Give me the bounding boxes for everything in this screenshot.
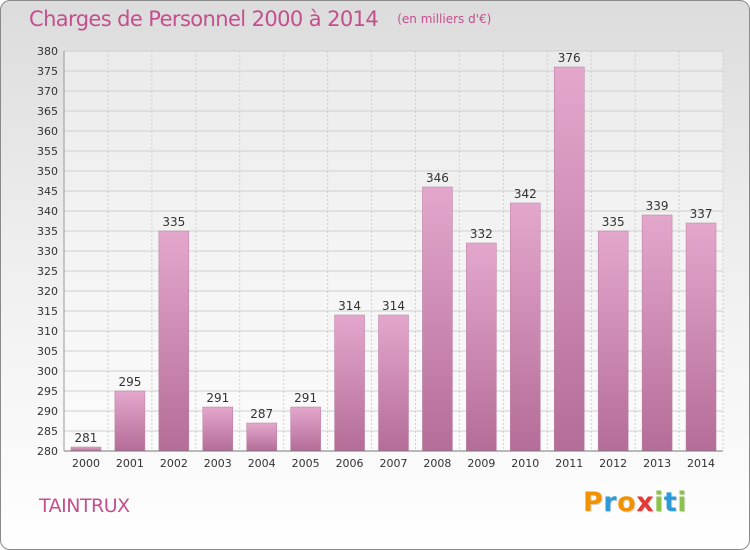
chart-subtitle: (en milliers d'€) bbox=[397, 12, 492, 26]
place-name: TAINTRUX bbox=[39, 495, 130, 517]
x-tick-label: 2001 bbox=[116, 457, 144, 470]
bar-2005 bbox=[290, 406, 321, 452]
data-label: 337 bbox=[690, 207, 713, 221]
y-tick-label: 380 bbox=[37, 45, 58, 58]
y-tick-label: 335 bbox=[37, 225, 58, 238]
data-label: 335 bbox=[162, 215, 185, 229]
x-tick-label: 2014 bbox=[687, 457, 715, 470]
bar-2007 bbox=[378, 314, 409, 452]
y-tick-label: 350 bbox=[37, 165, 58, 178]
y-tick-label: 315 bbox=[37, 305, 58, 318]
bar-2011 bbox=[553, 66, 585, 452]
logo-letter: o bbox=[617, 487, 637, 518]
y-tick-label: 360 bbox=[37, 125, 58, 138]
y-tick-label: 375 bbox=[37, 65, 58, 78]
y-tick-label: 330 bbox=[37, 245, 58, 258]
bar-2003 bbox=[202, 406, 234, 452]
data-label: 376 bbox=[558, 51, 581, 65]
bar-2014 bbox=[685, 222, 717, 452]
logo-letter: x bbox=[636, 487, 655, 518]
bar-2000 bbox=[70, 446, 102, 452]
logo-letter: i bbox=[677, 487, 688, 518]
y-tick-label: 355 bbox=[37, 145, 58, 158]
x-tick-label: 2011 bbox=[555, 457, 583, 470]
data-label: 314 bbox=[382, 299, 405, 313]
y-tick-label: 310 bbox=[37, 325, 58, 338]
x-tick-label: 2012 bbox=[599, 457, 627, 470]
y-tick-label: 365 bbox=[37, 105, 58, 118]
data-label: 295 bbox=[118, 375, 141, 389]
y-tick-label: 295 bbox=[37, 385, 58, 398]
x-tick-label: 2006 bbox=[336, 457, 364, 470]
data-label: 314 bbox=[338, 299, 361, 313]
bar-2001 bbox=[114, 390, 146, 452]
y-tick-label: 280 bbox=[37, 445, 58, 458]
bar-2010 bbox=[510, 202, 541, 452]
x-tick-label: 2002 bbox=[160, 457, 188, 470]
bar-2009 bbox=[466, 242, 497, 452]
data-label: 342 bbox=[514, 187, 537, 201]
y-tick-label: 325 bbox=[37, 265, 58, 278]
x-tick-label: 2004 bbox=[248, 457, 276, 470]
y-tick-label: 285 bbox=[37, 425, 58, 438]
data-label: 281 bbox=[75, 431, 98, 445]
y-tick-label: 290 bbox=[37, 405, 58, 418]
y-tick-label: 305 bbox=[37, 345, 58, 358]
data-label: 332 bbox=[470, 227, 493, 241]
logo-letter: i bbox=[654, 487, 664, 518]
logo-letter: P bbox=[583, 487, 604, 518]
data-label: 346 bbox=[426, 171, 449, 185]
title-block: Charges de Personnel 2000 à 2014 (en mil… bbox=[29, 7, 491, 31]
x-tick-label: 2008 bbox=[423, 457, 451, 470]
y-tick-label: 300 bbox=[37, 365, 58, 378]
x-tick-label: 2007 bbox=[380, 457, 408, 470]
y-tick-label: 340 bbox=[37, 205, 58, 218]
data-label: 287 bbox=[250, 407, 273, 421]
logo-letter: t bbox=[663, 487, 678, 518]
x-tick-label: 2013 bbox=[643, 457, 671, 470]
proxiti-logo: Proxiti bbox=[583, 487, 687, 518]
y-tick-label: 370 bbox=[37, 85, 58, 98]
data-label: 291 bbox=[206, 391, 229, 405]
bar-2013 bbox=[641, 214, 673, 452]
bar-2002 bbox=[158, 230, 190, 452]
bar-2012 bbox=[597, 230, 629, 452]
bar-2004 bbox=[246, 422, 277, 452]
chart-title: Charges de Personnel 2000 à 2014 bbox=[29, 7, 379, 31]
x-tick-label: 2009 bbox=[467, 457, 495, 470]
x-tick-label: 2003 bbox=[204, 457, 232, 470]
y-tick-label: 345 bbox=[37, 185, 58, 198]
x-tick-label: 2010 bbox=[511, 457, 539, 470]
bar-2006 bbox=[334, 314, 365, 452]
data-label: 291 bbox=[294, 391, 317, 405]
data-label: 339 bbox=[646, 199, 669, 213]
bar-2008 bbox=[422, 186, 453, 452]
data-label: 335 bbox=[602, 215, 625, 229]
y-tick-label: 320 bbox=[37, 285, 58, 298]
x-tick-label: 2005 bbox=[292, 457, 320, 470]
logo-letter: r bbox=[603, 487, 618, 518]
x-tick-label: 2000 bbox=[72, 457, 100, 470]
